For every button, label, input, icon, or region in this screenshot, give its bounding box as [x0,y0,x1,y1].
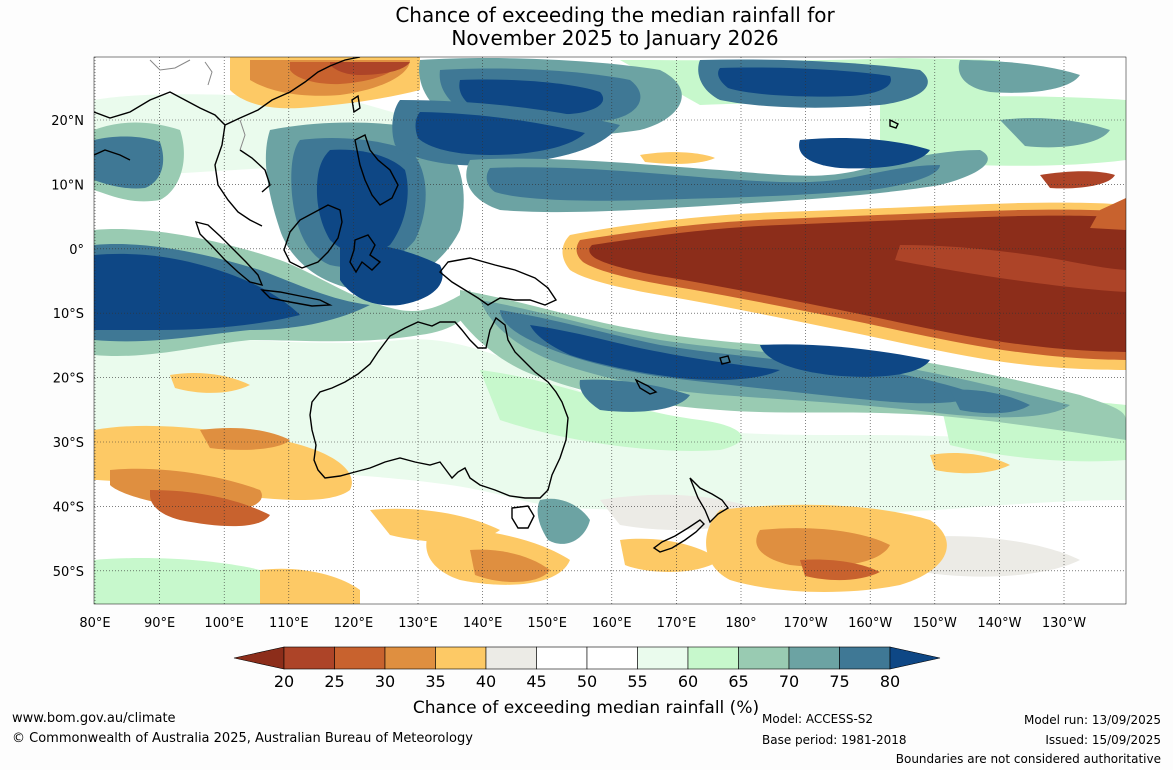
map-title: Chance of exceeding the median rainfall … [0,4,1173,50]
colorbar-tick-label: 55 [627,672,647,691]
asia-coastline [94,57,361,227]
colorbar-segment [687,646,739,670]
colorbar-segment [536,646,588,670]
title-line-2: November 2025 to January 2026 [451,26,779,50]
map-frame [93,56,1127,605]
sumatra-coastline [194,221,264,287]
australia-coastline [309,316,569,499]
x-tick-label: 180° [725,616,756,631]
colorbar-tick-label: 60 [678,672,698,691]
x-tick-label: 160°W [848,616,892,631]
x-tick-label: 160°E [592,616,632,631]
x-tick-label: 140°W [977,616,1021,631]
base-period: Base period: 1981-2018 [762,733,907,747]
country-borders [149,59,246,151]
colorbar-segment [283,646,335,670]
new-zealand-south-coastline [652,519,705,553]
y-tick-label: 10°N [51,178,84,193]
map-area [94,57,1126,604]
y-tick-label: 0° [69,243,84,258]
model-name: Model: ACCESS-S2 [762,712,874,726]
colorbar-segment [788,646,840,670]
x-tick-label: 150°W [913,616,957,631]
colorbar-low-extend [233,646,285,670]
x-tick-label: 140°E [463,616,503,631]
x-tick-label: 80°E [79,616,110,631]
x-axis-labels: 80°E 90°E 100°E 110°E 120°E 130°E 140°E 150°E 16… [79,616,1086,631]
colorbar-segment [334,646,386,670]
colorbar-tick-labels: 20 25 30 35 40 45 50 55 60 65 70 75 80 [274,672,900,691]
y-tick-label: 20°N [51,114,84,129]
new-guinea-coastline [439,257,558,306]
colorbar-segment [485,646,537,670]
sulawesi-coastline [349,234,382,274]
x-tick-label: 120°E [334,616,374,631]
y-tick-label: 10°S [53,307,84,322]
boundaries-disclaimer: Boundaries are not considered authoritat… [895,752,1161,766]
x-tick-label: 130°E [398,616,438,631]
colorbar-segment [637,646,689,670]
y-tick-label: 40°S [53,500,84,515]
colorbar-tick-label: 70 [779,672,799,691]
coastlines [94,57,899,553]
colorbar-segment [384,646,436,670]
colorbar-tick-label: 25 [324,672,344,691]
x-tick-label: 130°W [1042,616,1086,631]
x-tick-label: 100°E [204,616,244,631]
x-tick-label: 150°E [527,616,567,631]
taiwan-coastline [351,94,361,114]
colorbar [233,646,941,670]
colorbar-segment [839,646,891,670]
colorbar-tick-label: 50 [577,672,597,691]
y-tick-label: 30°S [53,436,84,451]
new-caledonia-coastline [634,378,658,395]
y-axis-labels: 20°N 10°N 0° 10°S 20°S 30°S 40°S 50°S [51,114,84,580]
x-tick-label: 110°E [269,616,309,631]
probability-field [94,57,1126,604]
new-zealand-north-coastline [689,477,730,524]
title-line-1: Chance of exceeding the median rainfall … [395,3,835,27]
colorbar-segment [738,646,790,670]
colorbar-title: Chance of exceeding median rainfall (%) [413,698,759,718]
x-tick-label: 170°E [657,616,697,631]
colorbar-tick-label: 35 [425,672,445,691]
x-tick-label: 170°W [784,616,828,631]
y-tick-label: 50°S [53,565,84,580]
java-coastline [260,289,333,307]
colorbar-tick-label: 65 [728,672,748,691]
colorbar-segment [586,646,638,670]
colorbar-tick-label: 80 [880,672,900,691]
colorbar-tick-label: 20 [274,672,294,691]
borneo-coastline [283,204,343,269]
colorbar-tick-label: 75 [829,672,849,691]
x-tick-label: 90°E [144,616,175,631]
website-url: www.bom.gov.au/climate [12,711,176,726]
graticule-lines [94,57,1126,604]
colorbar-segment [435,646,487,670]
model-run-date: Model run: 13/09/2025 [1023,713,1161,727]
fiji-coastline [719,355,731,365]
hawaii-coastline [889,118,899,129]
colorbar-tick-label: 40 [476,672,496,691]
y-tick-label: 20°S [53,372,84,387]
tasmania-coastline [511,505,535,529]
colorbar-tick-label: 30 [375,672,395,691]
colorbar-tick-label: 45 [526,672,546,691]
colorbar-high-extend [889,646,941,670]
philippines-coastline [354,134,399,206]
copyright-notice: © Commonwealth of Australia 2025, Austra… [12,731,473,746]
issued-date: Issued: 15/09/2025 [1045,733,1161,747]
